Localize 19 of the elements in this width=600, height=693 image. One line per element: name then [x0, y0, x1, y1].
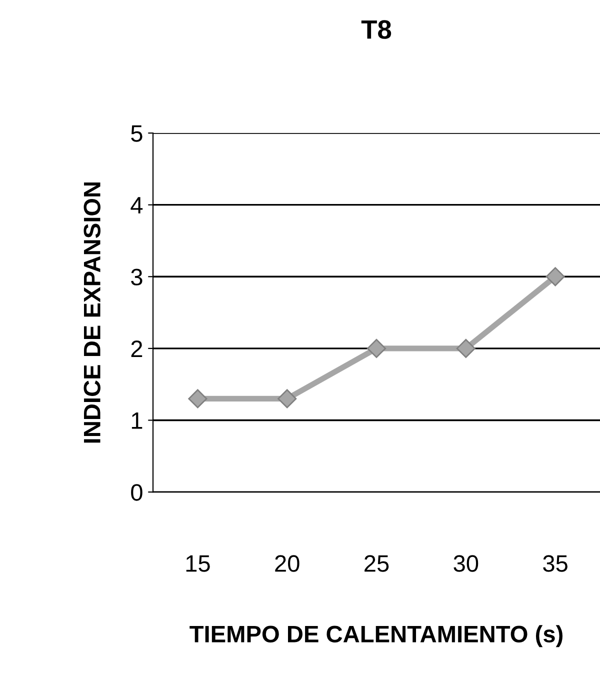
x-tick-label: 35 — [543, 555, 568, 572]
y-tick-label: 2 — [131, 340, 142, 357]
y-axis-title: INDICE DE EXPANSION — [84, 182, 100, 443]
point — [456, 338, 476, 358]
y-tick-label: 3 — [131, 268, 142, 286]
point — [188, 389, 208, 408]
x-tick-label: 20 — [275, 555, 300, 572]
y-tick-label: 1 — [132, 412, 142, 429]
point — [546, 267, 565, 286]
y-tick-label: 5 — [131, 125, 142, 142]
y-tick-label: 0 — [131, 484, 142, 501]
point — [278, 389, 297, 408]
x-tick-label: 25 — [364, 555, 389, 572]
chart-title: T8 — [361, 20, 392, 39]
x-tick-label: 15 — [186, 555, 210, 572]
x-axis-title: TIEMPO DE CALENTAMIENTO (s) — [190, 625, 562, 648]
x-tick-label: 30 — [454, 555, 478, 572]
point — [366, 338, 386, 358]
y-tick-label: 4 — [130, 197, 143, 214]
